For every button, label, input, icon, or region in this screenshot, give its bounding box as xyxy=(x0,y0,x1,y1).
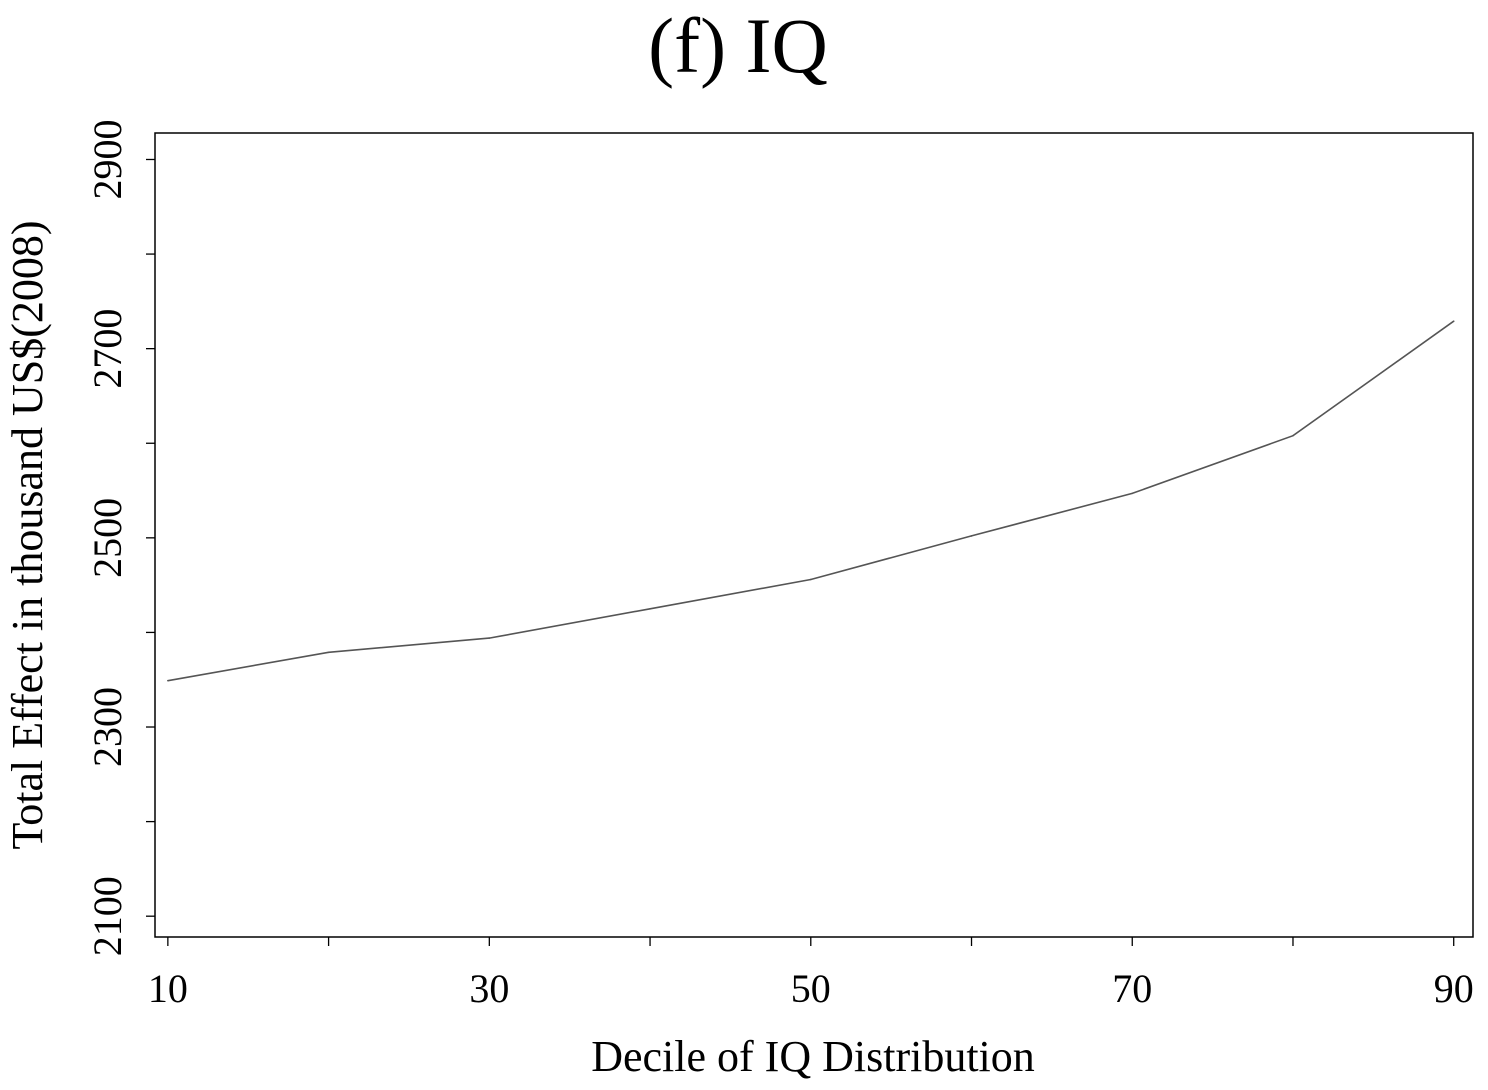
x-tick-label: 90 xyxy=(1434,966,1474,1011)
data-point xyxy=(327,651,330,654)
x-axis: 10 30 50 70 90 xyxy=(148,937,1474,1011)
data-point xyxy=(809,578,812,581)
data-points xyxy=(167,320,1455,682)
plot-frame xyxy=(154,132,1474,938)
x-tick-label: 30 xyxy=(469,966,509,1011)
y-tick-label: 2100 xyxy=(85,876,130,956)
x-tick-label: 10 xyxy=(148,966,188,1011)
data-point xyxy=(488,637,491,639)
data-point xyxy=(1292,434,1294,437)
data-point xyxy=(649,607,651,610)
y-tick-label: 2300 xyxy=(85,687,130,767)
y-tick-label: 2700 xyxy=(85,309,130,389)
x-tick-label: 70 xyxy=(1112,966,1152,1011)
y-axis: 2100 2300 2500 2700 2900 xyxy=(85,119,155,956)
y-tick-label: 2500 xyxy=(85,498,130,578)
y-tick-label: 2900 xyxy=(85,119,130,199)
series-line xyxy=(167,320,1455,682)
data-point xyxy=(970,535,973,537)
x-tick-label: 50 xyxy=(791,966,831,1011)
x-axis-label: Decile of IQ Distribution xyxy=(591,1032,1035,1081)
data-point xyxy=(1452,320,1455,323)
y-axis-label: Total Effect in thousand US$(2008) xyxy=(3,220,52,849)
chart-title: (f) IQ xyxy=(648,2,828,89)
data-point xyxy=(167,679,169,682)
data-point xyxy=(1131,492,1134,495)
